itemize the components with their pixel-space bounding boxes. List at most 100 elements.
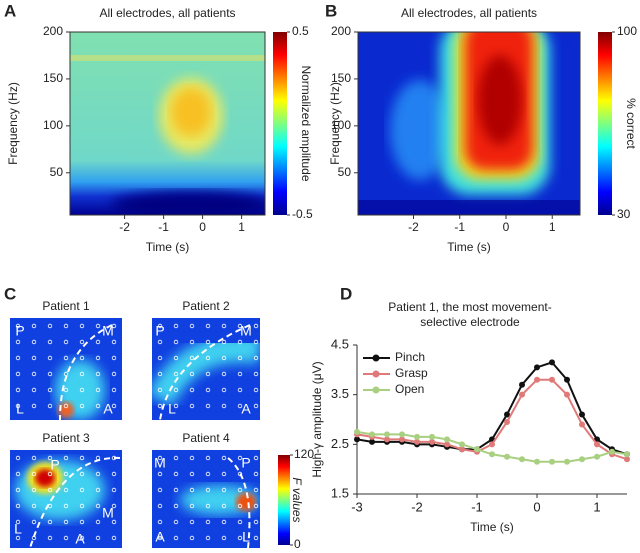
electrode (31, 535, 37, 541)
map-title: Patient 4 (182, 431, 230, 445)
electrode (253, 503, 259, 509)
map-label: L (14, 521, 22, 537)
electrode (173, 487, 179, 493)
colorbar-a (273, 32, 287, 215)
electrode (47, 455, 53, 461)
electrode (47, 403, 53, 409)
colorbar-tick-label: 0 (294, 537, 301, 551)
electrode (173, 519, 179, 525)
y-tick-label: 50 (50, 165, 64, 179)
legend-marker (372, 386, 380, 394)
electrode (63, 455, 69, 461)
panel-label: D (340, 284, 352, 303)
map-label: A (241, 401, 251, 417)
electrode (173, 355, 179, 361)
electrode (221, 487, 227, 493)
electrode (79, 371, 85, 377)
electrode (95, 323, 101, 329)
panel-label: B (325, 1, 337, 20)
electrode (79, 455, 85, 461)
electrode (237, 403, 243, 409)
electrode (237, 355, 243, 361)
data-point (564, 376, 570, 383)
map-label: A (103, 401, 113, 417)
electrode (253, 455, 259, 461)
electrode (189, 387, 195, 393)
heatmap-b (358, 32, 580, 215)
map-label: M (102, 323, 114, 339)
electrode (63, 503, 69, 509)
electrode (15, 355, 21, 361)
electrode (79, 503, 85, 509)
electrode (221, 387, 227, 393)
electrode (253, 323, 259, 329)
data-point (384, 436, 390, 443)
panel-label: A (4, 1, 16, 20)
electrode (205, 487, 211, 493)
map-label: A (75, 531, 85, 547)
map-label: P (155, 323, 164, 339)
data-point (624, 451, 630, 458)
electrode (205, 471, 211, 477)
map-title: Patient 2 (182, 299, 230, 313)
data-point (444, 441, 450, 448)
electrode (111, 503, 117, 509)
electrode (237, 519, 243, 525)
colorbar-tick-label: 30 (617, 207, 631, 221)
data-point (444, 436, 450, 443)
x-tick-label: -2 (411, 499, 423, 514)
x-tick-label: 1 (238, 220, 245, 234)
electrode (111, 387, 117, 393)
electrode (221, 355, 227, 361)
electrode (205, 355, 211, 361)
data-point (609, 448, 615, 455)
data-point (564, 391, 570, 398)
data-point (579, 456, 585, 463)
x-tick-label: -2 (119, 220, 130, 234)
x-tick-label: -3 (351, 499, 363, 514)
panel-label: C (4, 284, 16, 303)
electrode (221, 455, 227, 461)
data-point (504, 418, 510, 425)
electrode (15, 535, 21, 541)
electrode (63, 371, 69, 377)
electrode (253, 487, 259, 493)
electrode (95, 535, 101, 541)
electrode (63, 387, 69, 393)
x-tick-label: 0 (503, 220, 510, 234)
colorbar-c (278, 455, 290, 545)
electrode (47, 339, 53, 345)
electrode (253, 355, 259, 361)
data-point (429, 438, 435, 445)
electrode (189, 371, 195, 377)
electrode (31, 371, 37, 377)
electrode (95, 355, 101, 361)
plot-frame (357, 31, 581, 216)
electrode (157, 455, 163, 461)
electrode (47, 387, 53, 393)
y-tick-label: 1.5 (331, 485, 349, 500)
electrode (157, 387, 163, 393)
electrode (47, 323, 53, 329)
electrode (111, 471, 117, 477)
electrode (205, 323, 211, 329)
x-axis-label: Time (s) (447, 240, 491, 254)
electrode (95, 403, 101, 409)
electrode (157, 487, 163, 493)
y-tick-label: 4.5 (331, 336, 349, 351)
data-point (519, 391, 525, 398)
x-tick-label: 1 (593, 499, 600, 514)
map-label: M (154, 455, 166, 471)
y-tick-label: 100 (331, 118, 351, 132)
electrode (205, 387, 211, 393)
electrode (15, 323, 21, 329)
electrode (111, 403, 117, 409)
colorbar-label: F values (290, 477, 304, 522)
data-point (489, 451, 495, 458)
electrode (47, 355, 53, 361)
y-tick-label: 50 (338, 165, 352, 179)
electrode (237, 503, 243, 509)
electrode (189, 403, 195, 409)
data-point (504, 453, 510, 460)
